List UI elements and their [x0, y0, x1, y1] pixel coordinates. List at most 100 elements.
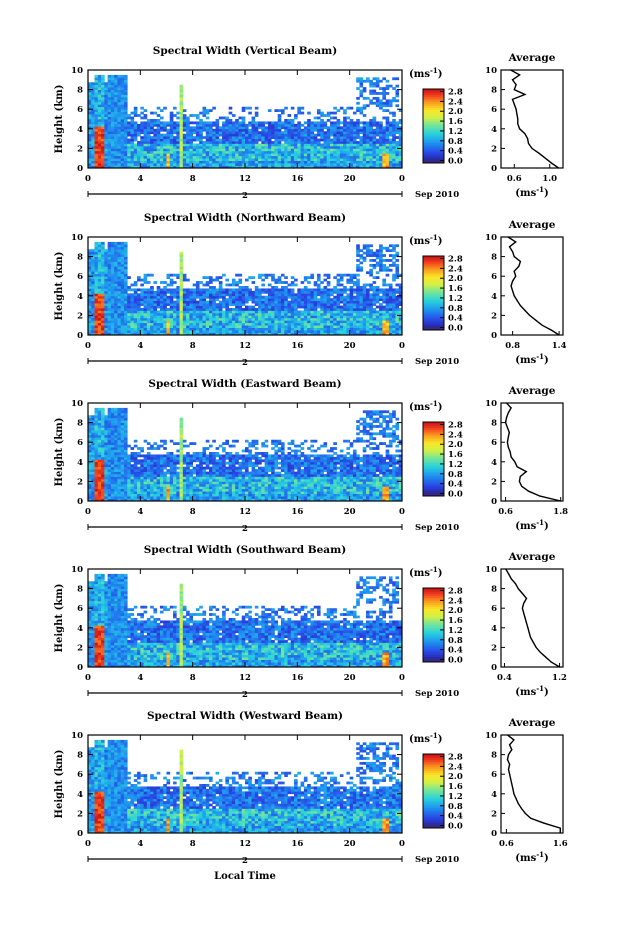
heatmap-cell: [107, 126, 112, 130]
heatmap-cell: [326, 150, 331, 154]
heatmap-cell: [195, 126, 200, 130]
heatmap-cell: [120, 165, 125, 169]
heatmap-cell: [140, 332, 144, 336]
heatmap-cell: [241, 330, 246, 333]
heatmap-cell: [307, 111, 311, 115]
heatmap-cell: [261, 332, 265, 336]
heatmap-cell: [110, 290, 115, 294]
heatmap-cell: [169, 281, 174, 284]
heatmap-cell: [101, 474, 105, 477]
heatmap-cell: [395, 327, 400, 331]
heatmap-cell: [359, 145, 364, 149]
heatmap-cell: [343, 310, 347, 314]
y-tick-label: 6: [77, 105, 83, 115]
heatmap-cell: [333, 150, 337, 154]
heatmap-cell: [388, 303, 393, 306]
heatmap-cell: [186, 160, 190, 164]
heatmap-cell: [349, 300, 354, 304]
heatmap-cell: [176, 332, 180, 336]
heatmap-cell: [307, 276, 311, 279]
heatmap-cell: [146, 330, 151, 333]
heatmap-cell: [104, 155, 108, 159]
heatmap-cell: [323, 308, 328, 311]
heatmap-cell: [339, 148, 344, 152]
heatmap-cell: [104, 150, 108, 154]
heatmap-cell: [398, 300, 403, 304]
heatmap-cell: [225, 119, 229, 122]
heatmap-cell: [366, 330, 370, 333]
heatmap-cell: [163, 138, 167, 142]
heatmap-cell: [251, 126, 256, 130]
heatmap-cell: [146, 317, 151, 321]
heatmap-cell: [163, 315, 167, 319]
heatmap-cell: [352, 141, 357, 144]
heatmap-cell: [88, 471, 92, 475]
heatmap-cell: [395, 288, 400, 292]
heatmap-cell: [110, 288, 115, 292]
heatmap-cell: [104, 89, 108, 93]
heatmap-cell: [297, 128, 301, 132]
heatmap-cell: [114, 145, 118, 149]
heatmap-cell: [88, 131, 92, 135]
heatmap-cell: [120, 126, 125, 130]
heatmap-cell: [398, 148, 403, 152]
heatmap-cell: [359, 84, 364, 88]
heatmap-cell: [117, 99, 122, 103]
heatmap-cell: [130, 283, 135, 287]
heatmap-cell: [245, 315, 249, 319]
heatmap-cell: [91, 92, 95, 95]
heatmap-cell: [336, 136, 341, 139]
heatmap-cell: [182, 109, 187, 112]
heatmap-cell: [271, 315, 275, 319]
heatmap-cell: [225, 298, 229, 302]
heatmap-cell: [372, 315, 377, 319]
heatmap-cell: [150, 290, 154, 294]
heatmap-cell: [372, 254, 377, 257]
heatmap-cell: [163, 155, 167, 159]
heatmap-cell: [123, 254, 128, 257]
heatmap-cell: [110, 74, 115, 78]
heatmap-cell: [153, 295, 158, 299]
colorbar-segment: [423, 296, 444, 299]
heatmap-cell: [199, 136, 203, 139]
heatmap-cell: [97, 99, 102, 103]
heatmap-cell: [176, 327, 180, 331]
heatmap-cell: [123, 325, 128, 328]
heatmap-cell: [392, 256, 396, 260]
heatmap-cell: [300, 300, 305, 304]
heatmap-cell: [382, 266, 386, 270]
heatmap-cell: [379, 153, 383, 157]
heatmap-cell: [356, 317, 360, 321]
heatmap-cell: [156, 150, 161, 154]
heatmap-cell: [388, 123, 393, 127]
heatmap-cell: [382, 310, 386, 314]
profile-point: [538, 152, 540, 154]
heatmap-cell: [267, 305, 272, 309]
heatmap-cell: [143, 145, 148, 149]
heatmap-cell: [375, 312, 380, 316]
heatmap-cell: [212, 310, 216, 314]
heatmap-cell: [251, 322, 256, 326]
heatmap-cell: [231, 163, 236, 166]
heatmap-cell: [107, 310, 112, 314]
heatmap-cell: [336, 330, 341, 333]
heatmap-cell: [382, 325, 386, 328]
heatmap-cell: [169, 160, 174, 164]
heatmap-cell: [366, 332, 370, 336]
heatmap-cell: [97, 74, 102, 78]
heatmap-cell: [277, 133, 282, 137]
heatmap-cell: [88, 454, 92, 458]
heatmap-cell: [245, 153, 249, 157]
heatmap-cell: [91, 476, 95, 480]
heatmap-cell: [192, 320, 197, 324]
heatmap-cell: [169, 116, 174, 120]
heatmap-cell: [88, 89, 92, 93]
heatmap-cell: [297, 133, 301, 137]
heatmap-cell: [123, 246, 128, 250]
heatmap-cell: [173, 322, 177, 326]
heatmap-cell: [97, 92, 102, 95]
heatmap-cell: [114, 241, 118, 245]
heatmap-cell: [379, 126, 383, 130]
heatmap-cell: [267, 145, 272, 149]
heatmap-cell: [307, 315, 311, 319]
